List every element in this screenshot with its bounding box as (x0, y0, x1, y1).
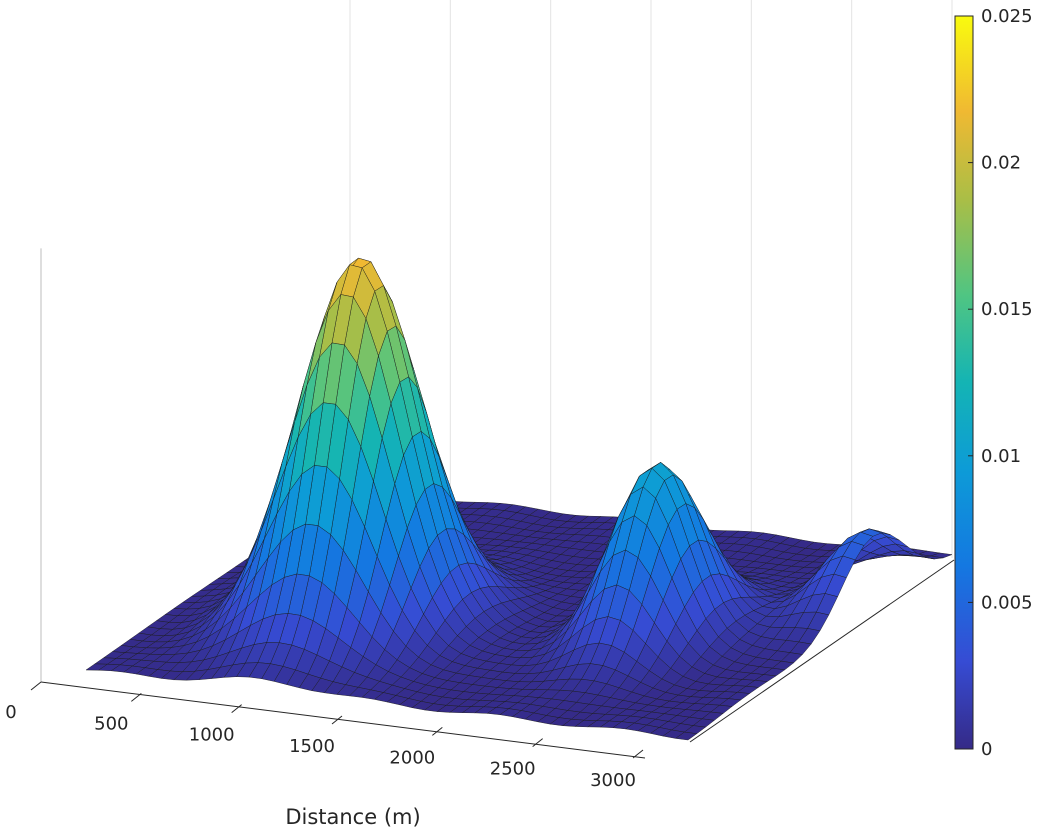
colorbar: 0 0.005 0.01 0.015 0.02 0.025 (954, 6, 1033, 760)
x-axis-label: Distance (m) (285, 805, 420, 829)
x-axis: 0 500 1000 1500 2000 2500 3000 (5, 559, 955, 791)
colorbar-gradient (954, 15, 974, 750)
x-tick-label: 1000 (189, 725, 235, 746)
x-tick (131, 692, 142, 702)
surface-mesh (85, 257, 953, 741)
x-tick (632, 749, 644, 759)
colorbar-tick-label: 0.025 (981, 6, 1033, 27)
x-tick-label: 3000 (590, 770, 636, 791)
x-tick (331, 715, 343, 725)
grid-lines (40, 0, 953, 682)
x-tick-label: 0 (5, 702, 16, 723)
surface-patch (85, 663, 109, 671)
colorbar-tick-label: 0 (981, 739, 992, 760)
colorbar-tick-label: 0.015 (981, 299, 1033, 320)
x-tick (30, 681, 42, 691)
x-tick-label: 1500 (289, 736, 335, 757)
x-tick-label: 500 (94, 713, 128, 734)
depth-axis-line (689, 559, 955, 743)
colorbar-tick-label: 0.005 (981, 592, 1033, 613)
colorbar-tick-label: 0.01 (981, 446, 1021, 467)
x-tick (532, 738, 543, 748)
x-tick (432, 726, 443, 736)
x-axis-line (40, 681, 646, 759)
x-tick-label: 2000 (389, 747, 435, 768)
x-tick-label: 2500 (490, 759, 536, 780)
x-tick (231, 704, 242, 714)
colorbar-tick-label: 0.02 (981, 153, 1021, 174)
